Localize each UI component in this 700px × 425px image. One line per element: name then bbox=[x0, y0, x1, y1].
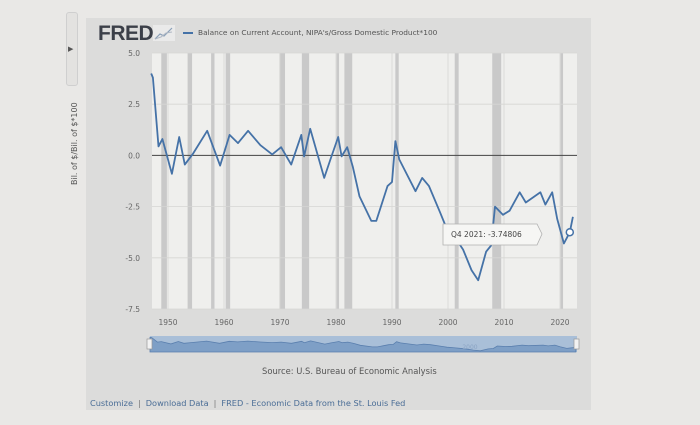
tooltip-text: Q4 2021: -3.74806 bbox=[451, 230, 522, 239]
plot-area bbox=[152, 53, 577, 309]
recession-band bbox=[225, 53, 231, 309]
x-tick-label: 2020 bbox=[550, 318, 569, 327]
fred-logo[interactable]: FRED bbox=[98, 22, 154, 45]
x-tick-label: 1990 bbox=[382, 318, 401, 327]
x-tick-label: 2000 bbox=[438, 318, 457, 327]
navigator-label: 2000 bbox=[462, 344, 477, 351]
series-line[interactable] bbox=[150, 73, 574, 282]
legend-swatch bbox=[183, 32, 193, 34]
side-panel-toggle[interactable] bbox=[66, 12, 78, 86]
recession-band bbox=[161, 53, 167, 309]
legend: Balance on Current Account, NIPA's/Gross… bbox=[183, 28, 437, 37]
recession-band bbox=[187, 53, 193, 309]
y-tick-label: -5.0 bbox=[125, 254, 140, 263]
recession-band bbox=[492, 53, 502, 309]
source-note: Source: U.S. Bureau of Economic Analysis bbox=[262, 366, 437, 376]
fred-link[interactable]: FRED - Economic Data from the St. Louis … bbox=[221, 398, 406, 408]
recession-band bbox=[301, 53, 310, 309]
y-tick-label: -2.5 bbox=[125, 203, 140, 212]
download-data-link[interactable]: Download Data bbox=[145, 398, 209, 408]
separator: | bbox=[137, 398, 141, 408]
recession-band bbox=[211, 53, 215, 309]
customize-link[interactable]: Customize bbox=[90, 398, 133, 408]
recession-band bbox=[336, 53, 340, 309]
chart-line-icon bbox=[153, 25, 175, 41]
y-tick-label: 2.5 bbox=[128, 100, 140, 109]
recession-band bbox=[395, 53, 399, 309]
x-tick-label: 2010 bbox=[494, 318, 513, 327]
recession-band bbox=[279, 53, 286, 309]
x-tick-label: 1960 bbox=[214, 318, 233, 327]
footer-links: Customize | Download Data | FRED - Economic … bbox=[90, 398, 405, 408]
legend-label: Balance on Current Account, NIPA's/Gross… bbox=[198, 28, 438, 37]
hover-point[interactable] bbox=[565, 227, 575, 237]
recession-band bbox=[454, 53, 459, 309]
y-tick-label: 0.0 bbox=[128, 151, 140, 160]
separator: | bbox=[213, 398, 217, 408]
navigator-handle-right[interactable] bbox=[573, 338, 580, 350]
recession-band bbox=[344, 53, 353, 309]
recession-band bbox=[560, 53, 564, 309]
navigator-handle-left[interactable] bbox=[146, 338, 153, 350]
y-tick-label: -7.5 bbox=[125, 305, 140, 314]
x-tick-label: 1950 bbox=[158, 318, 177, 327]
y-tick-label: 5.0 bbox=[128, 49, 140, 58]
x-tick-label: 1980 bbox=[326, 318, 345, 327]
navigator-area bbox=[149, 336, 577, 353]
tooltip-box bbox=[442, 223, 543, 246]
expand-arrow-icon[interactable]: ▶ bbox=[68, 45, 74, 53]
x-tick-label: 1970 bbox=[270, 318, 289, 327]
